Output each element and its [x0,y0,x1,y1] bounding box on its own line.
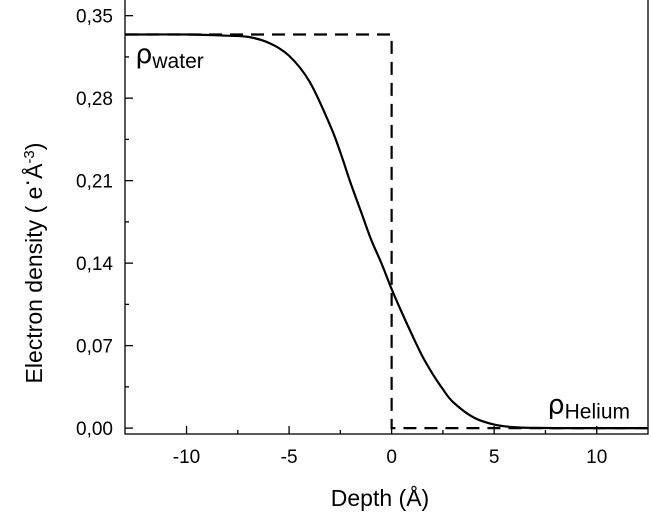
x-tick-label: 5 [489,447,500,468]
plot-frame-border [124,0,649,435]
x-tick-label: -5 [281,447,298,468]
rho-water-subscript: water [151,50,203,73]
y-axis-title-close: ) [21,143,47,151]
rho-water-symbol: ρ [135,39,152,70]
y-axis-title-exponent: -3 [21,150,38,163]
y-tick-label: 0,21 [76,172,113,193]
y-tick-label: 0,35 [76,7,113,28]
y-tick-label: 0,14 [76,254,113,275]
rho-helium-symbol: ρ [548,389,565,420]
x-tick-label: 10 [586,447,607,468]
rho-water-annotation: ρwater [135,39,204,73]
y-axis-title-unit: Å [20,163,47,179]
y-tick-label: 0,28 [76,89,113,110]
plot-frame [124,0,649,435]
x-axis-ticks: -10 -5 0 5 10 [173,426,607,468]
x-tick-label: -10 [173,447,200,468]
series-layer [124,33,648,430]
x-axis-title: Depth (Å) [331,484,429,511]
rho-helium-annotation: ρHelium [548,389,631,423]
y-axis-ticks: 0,00 0,07 0,14 0,21 0,28 0,35 [76,7,133,440]
rho-helium-subscript: Helium [565,400,630,423]
y-axis-title-dot: · [13,179,39,187]
x-tick-label: 0 [386,447,397,468]
y-axis-title-main: Electron density ( e [21,187,47,384]
y-tick-label: 0,07 [76,337,113,358]
y-tick-label: 0,00 [76,419,113,440]
interface-profile-curve [124,33,648,430]
y-axis-title: Electron density ( e·Å-3) [13,143,47,384]
step-profile-dashed [125,33,648,430]
